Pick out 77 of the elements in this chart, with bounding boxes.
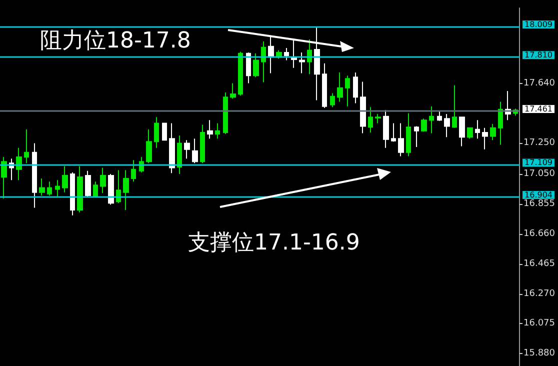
candlestick xyxy=(368,106,373,133)
candlestick xyxy=(238,51,243,96)
candlestick xyxy=(375,114,381,124)
candlestick xyxy=(459,116,465,147)
candlestick xyxy=(207,120,213,140)
candlestick xyxy=(24,128,29,164)
y-tick-label: 17.640 xyxy=(524,78,556,88)
candlestick xyxy=(253,52,259,78)
candlestick xyxy=(268,35,274,74)
candlestick xyxy=(444,114,450,138)
candlestick xyxy=(261,40,266,83)
candlestick xyxy=(146,128,152,164)
candlestick xyxy=(337,72,343,102)
candlestick xyxy=(482,127,488,150)
candlestick xyxy=(330,92,335,108)
y-tick-label: 16.270 xyxy=(524,288,556,299)
candlestick xyxy=(391,122,396,142)
candlestick xyxy=(307,38,312,75)
candlestick xyxy=(100,167,106,194)
candlestick xyxy=(162,122,167,141)
candlestick xyxy=(452,84,457,128)
candlestick xyxy=(322,62,327,108)
candlestick xyxy=(39,178,45,196)
candlestick xyxy=(77,166,83,213)
candlestick xyxy=(85,170,91,198)
candlestick xyxy=(32,142,37,208)
candlestick xyxy=(314,26,320,101)
ref-line-label: 17.810 xyxy=(524,50,553,60)
candlestick xyxy=(70,172,75,216)
candlestick xyxy=(200,124,205,164)
candlestick xyxy=(360,81,366,134)
y-tick-label: 16.660 xyxy=(524,228,556,239)
y-tick-label: 16.075 xyxy=(524,318,556,329)
candlestick xyxy=(177,135,182,174)
candlestick xyxy=(299,52,305,74)
candlestick xyxy=(223,92,228,134)
y-tick-label: 15.880 xyxy=(524,348,556,359)
ref-line-label: 17.461 xyxy=(524,104,553,114)
candlestick xyxy=(345,75,350,107)
candlestick xyxy=(47,181,52,196)
candlestick xyxy=(230,82,236,100)
candlestick xyxy=(475,120,480,140)
candlestick xyxy=(16,147,22,181)
annotation: 阻力位18-17.8 xyxy=(40,28,191,54)
candlestick xyxy=(467,127,473,140)
candlestick xyxy=(437,110,442,122)
candlestick xyxy=(398,122,404,157)
candlestick xyxy=(169,122,175,174)
candlestick xyxy=(490,124,496,141)
candlestick xyxy=(108,173,114,206)
y-tick-label: 16.855 xyxy=(524,198,556,209)
candlestick xyxy=(353,72,358,104)
candlestick xyxy=(131,160,136,182)
ref-line-label: 16.904 xyxy=(524,190,553,200)
candlestick xyxy=(429,106,434,134)
candlestick xyxy=(123,170,129,211)
candlestick xyxy=(62,166,68,193)
candlestick xyxy=(246,52,251,84)
candlestick xyxy=(1,156,7,200)
y-tick-label: 17.050 xyxy=(524,168,556,179)
candlestick xyxy=(55,180,60,198)
y-tick-label: 16.465 xyxy=(524,258,556,269)
candlestick xyxy=(184,140,190,160)
candlestick xyxy=(498,101,503,146)
candlestick xyxy=(414,126,419,148)
candlestick xyxy=(421,118,427,132)
candlestick xyxy=(406,112,411,157)
candlestick xyxy=(383,110,389,148)
ref-line-label: 17.109 xyxy=(524,158,553,168)
candlestick xyxy=(284,47,289,61)
candlestick xyxy=(93,181,98,198)
annotation: 支撑位17.1-16.9 xyxy=(188,230,360,256)
candlestick xyxy=(215,122,220,140)
candlestick xyxy=(192,138,198,164)
y-tick-label: 17.250 xyxy=(524,138,556,148)
candlestick xyxy=(154,116,159,148)
ref-line-label: 18.009 xyxy=(524,20,553,29)
